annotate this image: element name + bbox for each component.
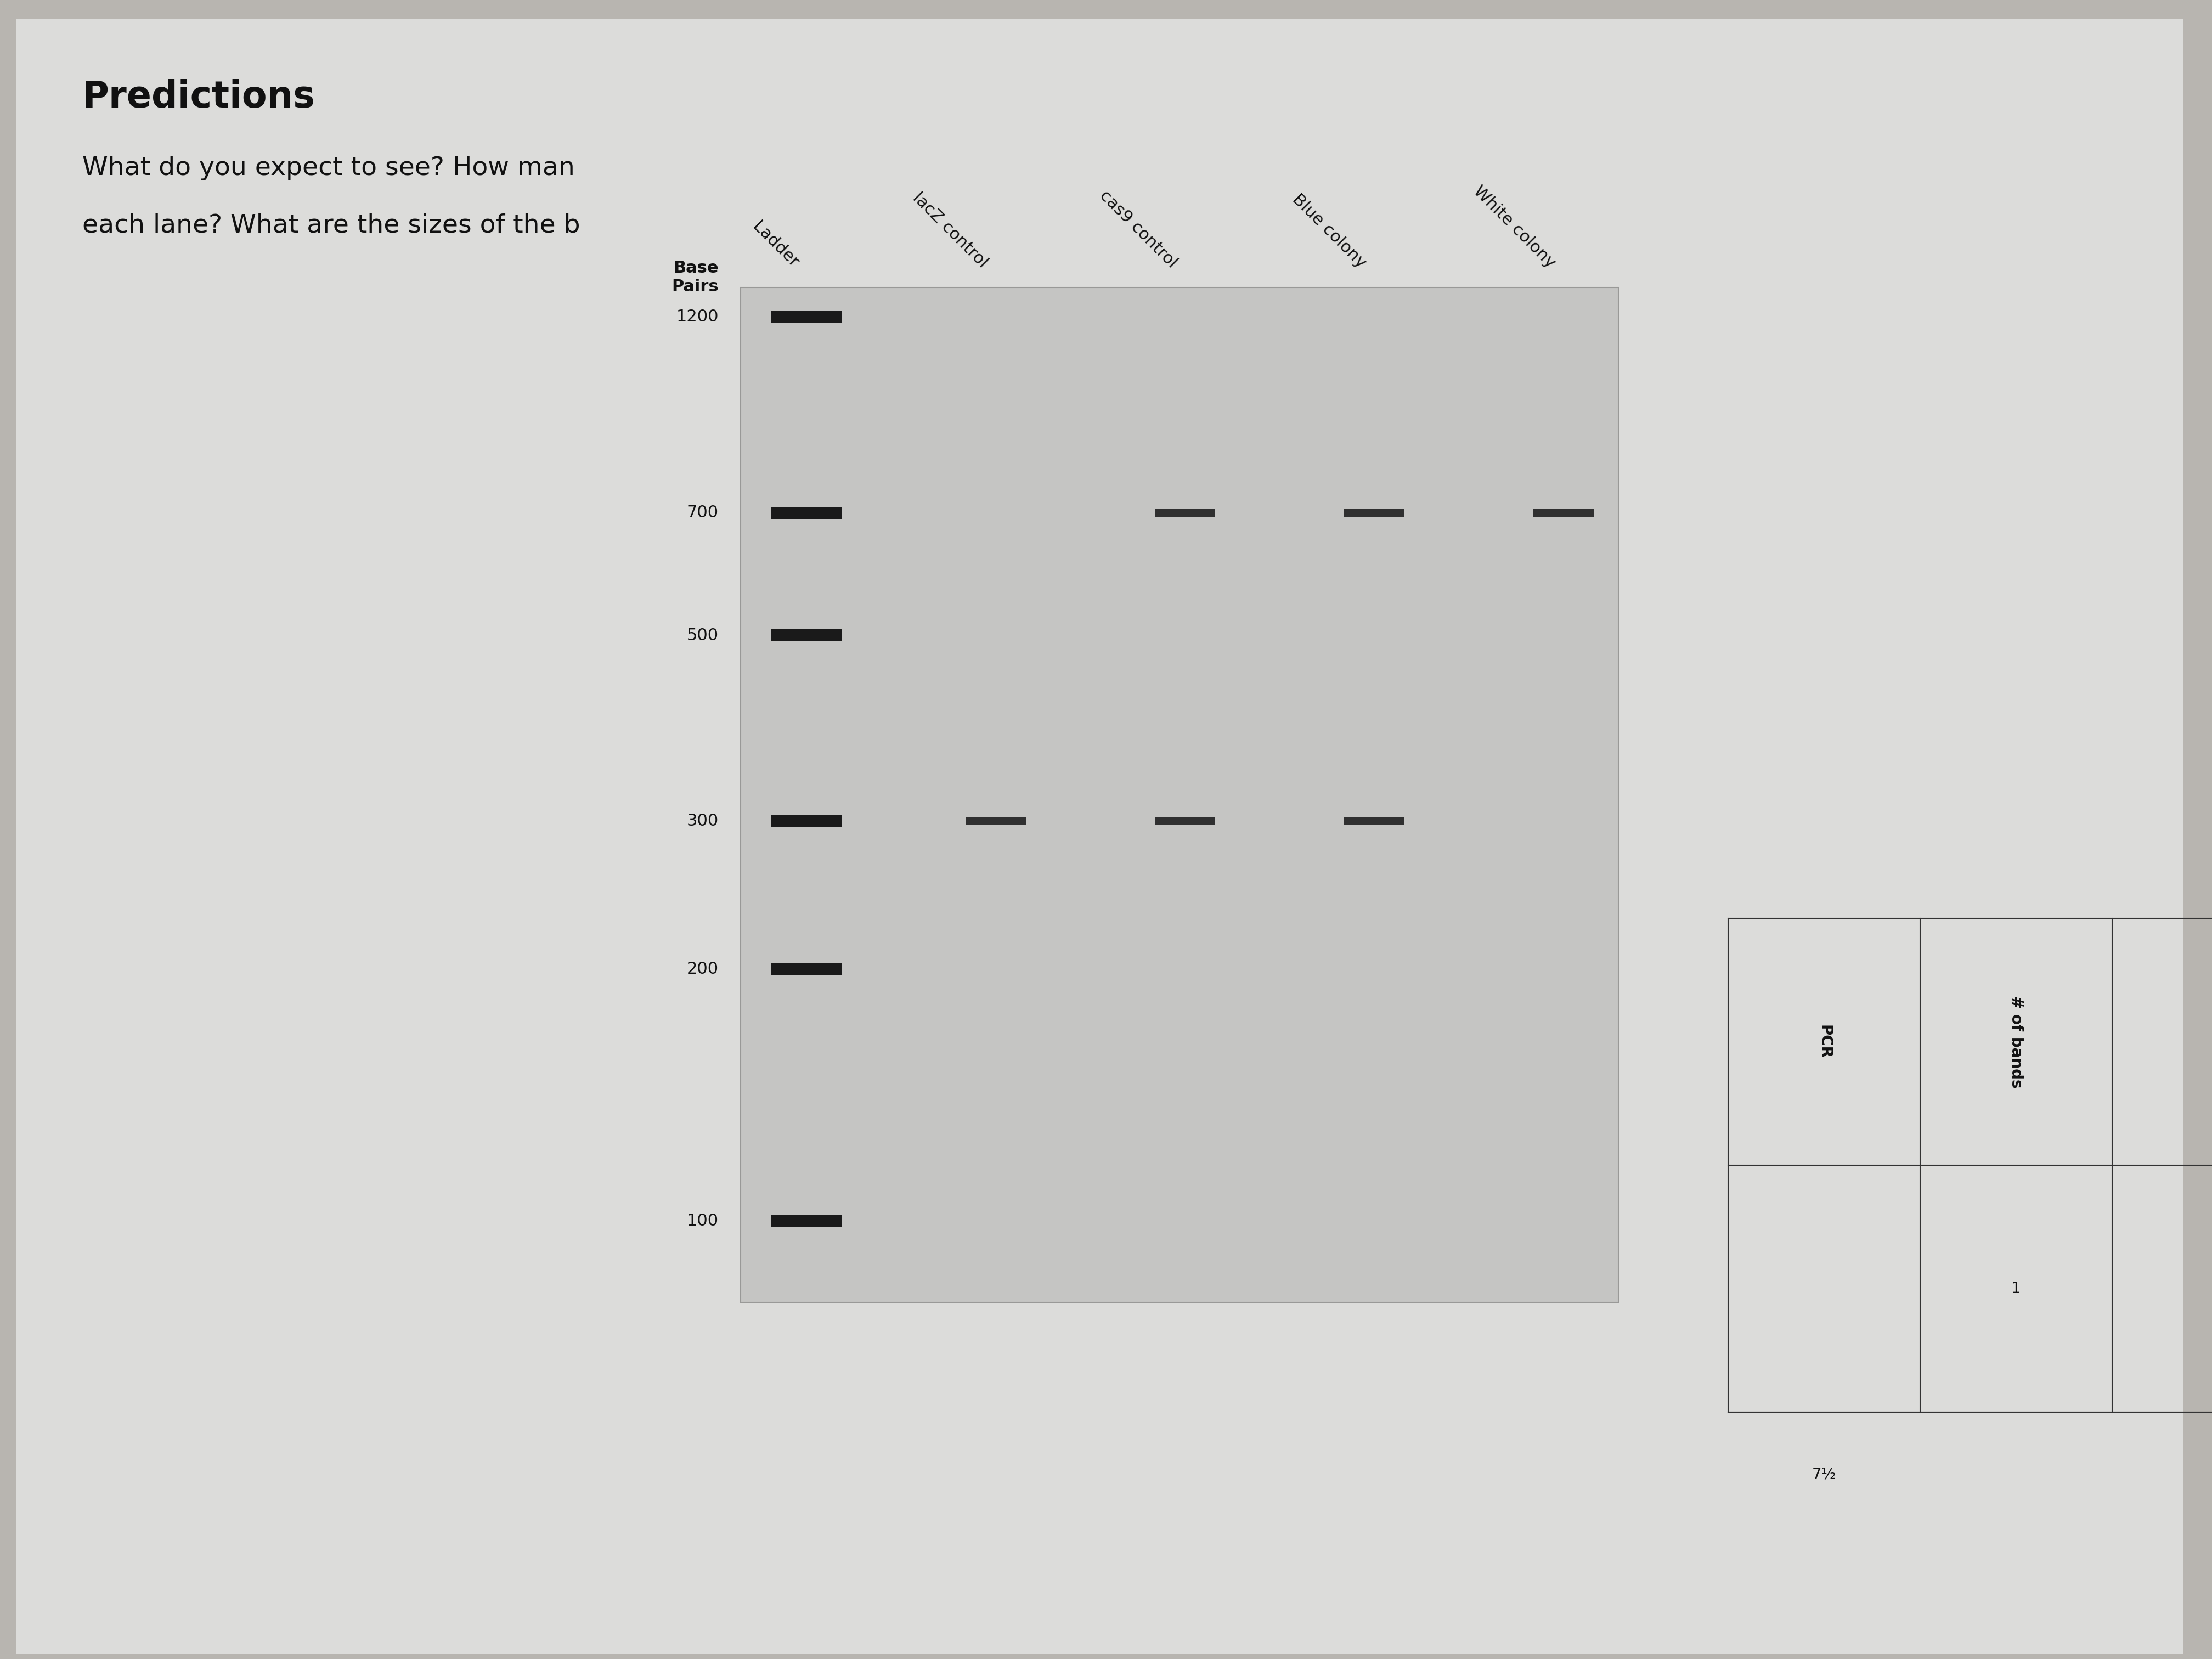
Text: 500: 500 <box>686 627 719 644</box>
Bar <box>770 1214 843 1228</box>
Bar <box>770 310 843 322</box>
Text: each lane? What are the sizes of the b: each lane? What are the sizes of the b <box>82 214 580 239</box>
Text: What do you expect to see? How man: What do you expect to see? How man <box>82 156 575 181</box>
Text: 1: 1 <box>2011 1281 2022 1296</box>
Bar <box>1155 509 1214 518</box>
Text: Base
Pairs: Base Pairs <box>672 260 719 294</box>
Bar <box>1155 818 1214 826</box>
Text: PCR: PCR <box>1816 1025 1832 1058</box>
Bar <box>741 287 1619 1302</box>
Bar <box>770 815 843 828</box>
Text: 7½: 7½ <box>1812 1467 1836 1483</box>
Bar <box>770 629 843 642</box>
Text: lacZ control: lacZ control <box>909 189 991 270</box>
Text: cas9 control: cas9 control <box>1097 187 1179 270</box>
Bar <box>1345 818 1405 826</box>
Bar <box>770 506 843 519</box>
Text: Blue colony: Blue colony <box>1290 191 1369 270</box>
Text: 700: 700 <box>686 504 719 521</box>
Text: Predictions: Predictions <box>82 80 316 114</box>
Text: 100: 100 <box>686 1213 719 1229</box>
Text: 300: 300 <box>686 813 719 830</box>
Text: White colony: White colony <box>1471 182 1557 270</box>
Text: # of bands: # of bands <box>2008 995 2024 1088</box>
Bar <box>770 962 843 975</box>
Text: 200: 200 <box>686 961 719 977</box>
Bar <box>1533 509 1593 518</box>
Text: 1200: 1200 <box>677 309 719 325</box>
Text: Ladder: Ladder <box>750 219 801 270</box>
Bar <box>967 818 1026 826</box>
Bar <box>1345 509 1405 518</box>
